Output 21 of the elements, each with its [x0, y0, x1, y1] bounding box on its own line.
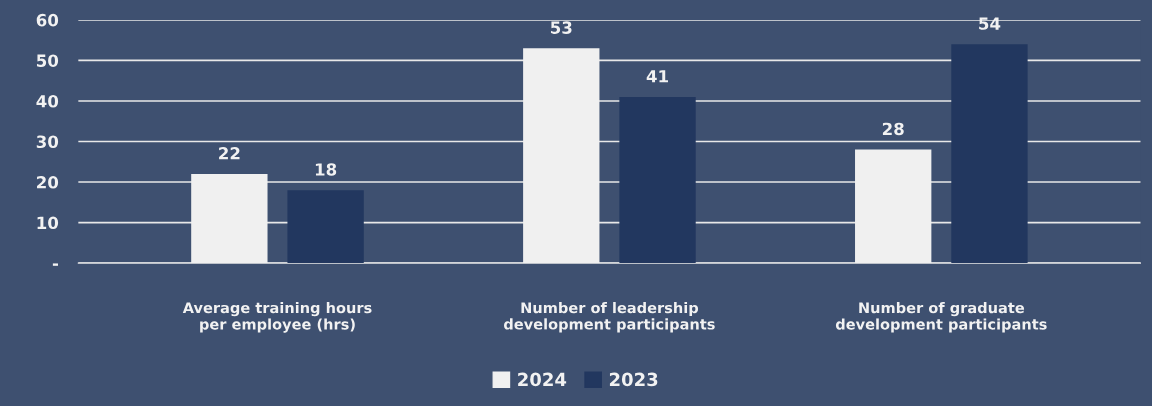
y-tick-label: 10	[37, 216, 59, 230]
data-label: 28	[882, 122, 904, 136]
data-label: 41	[646, 70, 668, 83]
y-tick-label: 30	[36, 135, 59, 149]
y-tick-label: 40	[36, 94, 59, 108]
legend-label: 2024	[518, 372, 567, 387]
y-tick-label: 20	[37, 175, 59, 189]
bar	[951, 44, 1028, 264]
y-tick-label: 50	[36, 54, 59, 67]
y-tick-label: -	[52, 263, 58, 266]
x-tick-label: Number of graduate development participants	[835, 301, 1047, 333]
bar	[287, 190, 364, 264]
bar	[619, 96, 696, 264]
y-tick-label: 60	[36, 13, 59, 27]
data-label: 22	[219, 146, 240, 160]
x-tick-label: Average training hours per employee (hrs)	[182, 301, 372, 333]
legend-label: 2023	[609, 372, 658, 387]
x-tick-label: Number of leadership development participants	[504, 301, 715, 333]
data-label: 54	[979, 17, 1001, 30]
data-label: 53	[550, 21, 572, 34]
data-label: 18	[315, 163, 337, 176]
